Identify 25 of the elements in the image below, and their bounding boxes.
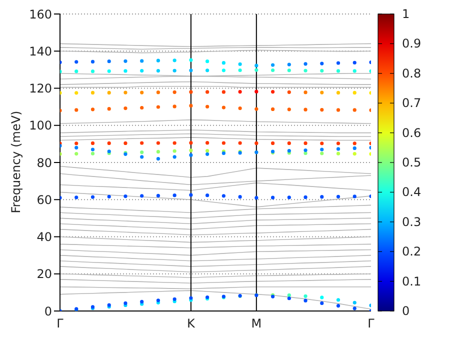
color-bar-label: 0.3: [402, 214, 422, 229]
color-bar-label: 0.5: [402, 156, 422, 170]
y-tick-label: 40: [36, 230, 52, 244]
x-tick-label: K: [187, 316, 196, 331]
y-tick-label: 80: [36, 156, 52, 170]
color-bar-label: 0.2: [402, 244, 422, 259]
color-bar-label: 0.1: [402, 274, 422, 288]
y-tick-label: 60: [36, 192, 52, 207]
y-axis-title: Frequency (meV): [9, 110, 23, 214]
x-tick-label: M: [251, 316, 262, 331]
x-tick-label: Γ: [56, 316, 64, 331]
color-bar-label: 0: [402, 304, 410, 318]
color-bar-label: 1: [402, 7, 410, 21]
y-tick-label: 120: [29, 82, 52, 96]
y-tick-label: 20: [36, 267, 52, 282]
color-bar-label: 0.6: [402, 126, 422, 140]
color-bar-label: 0.9: [402, 36, 422, 51]
x-tick-label: Γ: [368, 316, 375, 331]
y-tick-label: 140: [29, 44, 52, 58]
color-bar-label: 0.7: [402, 96, 422, 110]
y-tick-label: 0: [44, 304, 52, 318]
color-bar-label: 0.8: [402, 66, 422, 80]
color-bar-label: 0.4: [402, 185, 422, 200]
y-tick-label: 160: [29, 7, 52, 22]
y-tick-label: 100: [29, 118, 52, 133]
